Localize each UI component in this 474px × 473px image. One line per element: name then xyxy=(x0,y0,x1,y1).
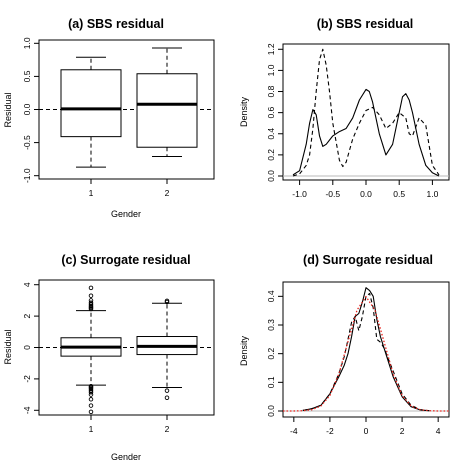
panel-c-ytick-label: -4 xyxy=(22,406,32,414)
panel-a-ytick-label: 0.0 xyxy=(22,103,32,115)
panel-a-title: (a) SBS residual xyxy=(68,17,164,31)
panel-d-xtick-label: 4 xyxy=(436,426,441,436)
panel-b-series-dashed xyxy=(292,48,440,177)
panel-b-ylabel: Density xyxy=(239,96,249,127)
panel-b-xtick-label: -1.0 xyxy=(292,189,307,199)
panel-c-outlier xyxy=(164,395,170,400)
panel-d-frame xyxy=(282,281,450,418)
panel-c-outlier xyxy=(88,389,94,395)
panel-a: (a) SBS residual Gender Residual -1.0 -0.… xyxy=(3,17,215,219)
panel-a-box xyxy=(60,69,122,138)
panel-a-ytick-label: -0.5 xyxy=(22,135,32,150)
panel-c-outlier xyxy=(88,303,94,309)
panel-a-ytick-label: -1.0 xyxy=(22,168,32,183)
panel-d-xtick-label: -2 xyxy=(326,426,334,436)
panel-d-ylabel: Density xyxy=(239,335,249,366)
panel-c-xtick-label: 2 xyxy=(165,424,170,434)
panel-b-ytick-label: 1.2 xyxy=(266,43,276,55)
panel-d-ytick-label: 0.3 xyxy=(266,319,276,331)
panel-b-series-solid xyxy=(292,88,440,177)
panel-b-ytick-label: 0.6 xyxy=(266,106,276,118)
panel-c-outlier xyxy=(88,300,94,306)
panel-b-ytick-label: 0.2 xyxy=(266,149,276,161)
panel-d-xtick-label: 0 xyxy=(364,426,369,436)
panel-c-xtick-label: 1 xyxy=(89,424,94,434)
panel-c-title: (c) Surrogate residual xyxy=(61,253,190,267)
panel-c-ytick-label: 0 xyxy=(22,345,32,350)
panel-b-xtick-label: -0.5 xyxy=(325,189,340,199)
panel-d-ytick-label: 0.2 xyxy=(266,347,276,359)
panel-d: (d) Surrogate residual Density 0.0 0.1 0.2… xyxy=(239,253,450,436)
panel-b-ytick-label: 0.4 xyxy=(266,128,276,140)
panel-b-ytick-label: 0.8 xyxy=(266,85,276,97)
panel-d-ytick-label: 0.1 xyxy=(266,376,276,388)
panel-c-outlier xyxy=(88,384,94,389)
panel-c-outlier xyxy=(164,388,170,393)
panel-d-series-solid xyxy=(302,287,430,412)
panel-a-ytick-label: 0.5 xyxy=(22,70,32,82)
panel-b: (b) SBS residual Density 0.0 0.2 0.4 0.6 0.8… xyxy=(239,17,450,199)
panel-a-ytick-label: 1.0 xyxy=(22,37,32,49)
panel-b-ytick-label: 1.0 xyxy=(266,64,276,76)
panel-c-xlabel: Gender xyxy=(111,452,141,462)
panel-b-xtick-label: 0.0 xyxy=(360,189,372,199)
panel-c-outlier xyxy=(88,293,94,298)
panel-a-ylabel: Residual xyxy=(3,92,13,127)
panel-b-ytick-label: 0.0 xyxy=(266,170,276,182)
panel-d-ytick-label: 0.4 xyxy=(266,290,276,302)
panel-a-box xyxy=(136,73,198,148)
panel-d-xtick-label: -4 xyxy=(290,426,298,436)
panel-a-xlabel: Gender xyxy=(111,209,141,219)
panel-b-title: (b) SBS residual xyxy=(317,17,414,31)
panel-a-xtick-label: 1 xyxy=(89,188,94,198)
panel-c-outlier xyxy=(88,403,94,408)
panel-d-title: (d) Surrogate residual xyxy=(303,253,433,267)
panel-c-ytick-label: -2 xyxy=(22,375,32,383)
panel-c-outlier xyxy=(164,298,170,304)
panel-c-ytick-label: 4 xyxy=(22,282,32,287)
panel-d-xtick-label: 2 xyxy=(400,426,405,436)
panel-c-ylabel: Residual xyxy=(3,329,13,364)
panel-d-series-dashed xyxy=(302,292,430,412)
panel-c-outlier xyxy=(88,298,94,303)
panel-c-outlier xyxy=(88,397,94,402)
panel-c-outlier xyxy=(88,285,94,291)
panel-c-outlier xyxy=(88,409,94,415)
panel-c: (c) Surrogate residual Gender Residual -… xyxy=(3,253,215,462)
panel-b-xtick-label: 1.0 xyxy=(426,189,438,199)
panel-b-xtick-label: 0.5 xyxy=(393,189,405,199)
panel-d-ytick-label: 0.0 xyxy=(266,405,276,417)
panel-d-series-dotted xyxy=(283,295,449,412)
panel-c-ytick-label: 2 xyxy=(22,313,32,318)
panel-a-xtick-label: 2 xyxy=(165,188,170,198)
